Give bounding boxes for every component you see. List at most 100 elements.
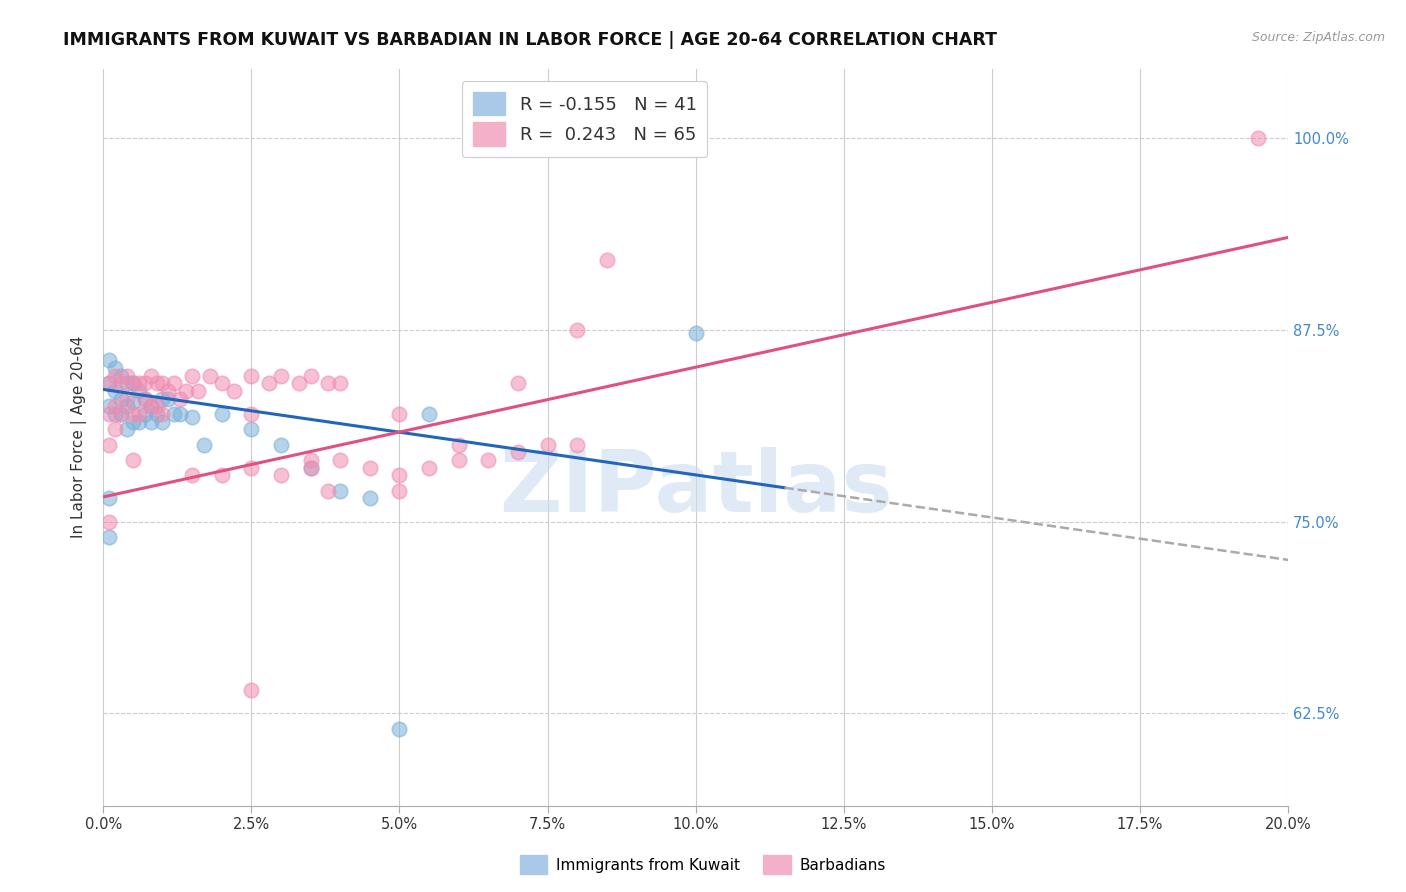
- Point: [211, 407, 233, 421]
- Point: [139, 415, 162, 429]
- Point: [115, 376, 138, 391]
- Legend: R = -0.155   N = 41, R =  0.243   N = 65: R = -0.155 N = 41, R = 0.243 N = 65: [461, 81, 707, 156]
- Point: [447, 438, 470, 452]
- Point: [447, 453, 470, 467]
- Point: [121, 453, 143, 467]
- Point: [685, 326, 707, 340]
- Point: [329, 453, 352, 467]
- Legend: Immigrants from Kuwait, Barbadians: Immigrants from Kuwait, Barbadians: [513, 849, 893, 880]
- Point: [270, 368, 292, 383]
- Point: [121, 376, 143, 391]
- Point: [187, 384, 209, 398]
- Point: [110, 407, 132, 421]
- Point: [169, 392, 191, 406]
- Point: [134, 392, 156, 406]
- Point: [388, 722, 411, 736]
- Point: [121, 394, 143, 409]
- Point: [287, 376, 309, 391]
- Point: [110, 368, 132, 383]
- Point: [121, 376, 143, 391]
- Point: [115, 400, 138, 414]
- Point: [211, 376, 233, 391]
- Point: [157, 392, 180, 406]
- Point: [110, 392, 132, 406]
- Point: [152, 376, 174, 391]
- Point: [98, 438, 121, 452]
- Point: [329, 376, 352, 391]
- Point: [565, 438, 588, 452]
- Point: [1247, 130, 1270, 145]
- Point: [299, 460, 322, 475]
- Point: [134, 392, 156, 406]
- Point: [240, 683, 263, 698]
- Point: [115, 422, 138, 436]
- Point: [98, 400, 121, 414]
- Point: [110, 376, 132, 391]
- Text: IMMIGRANTS FROM KUWAIT VS BARBADIAN IN LABOR FORCE | AGE 20-64 CORRELATION CHART: IMMIGRANTS FROM KUWAIT VS BARBADIAN IN L…: [63, 31, 997, 49]
- Point: [163, 376, 186, 391]
- Point: [318, 483, 340, 498]
- Point: [98, 376, 121, 391]
- Point: [145, 407, 167, 421]
- Point: [98, 491, 121, 506]
- Point: [388, 407, 411, 421]
- Point: [329, 483, 352, 498]
- Point: [418, 460, 440, 475]
- Point: [139, 400, 162, 414]
- Point: [152, 407, 174, 421]
- Point: [169, 407, 191, 421]
- Point: [104, 407, 127, 421]
- Point: [128, 407, 150, 421]
- Point: [506, 445, 529, 459]
- Point: [104, 422, 127, 436]
- Point: [145, 376, 167, 391]
- Point: [104, 400, 127, 414]
- Text: ZIPatlas: ZIPatlas: [499, 447, 893, 530]
- Point: [240, 407, 263, 421]
- Point: [299, 460, 322, 475]
- Point: [596, 253, 619, 268]
- Point: [152, 392, 174, 406]
- Point: [418, 407, 440, 421]
- Point: [139, 400, 162, 414]
- Point: [318, 376, 340, 391]
- Text: Source: ZipAtlas.com: Source: ZipAtlas.com: [1251, 31, 1385, 45]
- Point: [536, 438, 558, 452]
- Point: [128, 384, 150, 398]
- Point: [104, 368, 127, 383]
- Point: [128, 376, 150, 391]
- Point: [211, 468, 233, 483]
- Point: [139, 368, 162, 383]
- Point: [98, 376, 121, 391]
- Point: [270, 438, 292, 452]
- Point: [506, 376, 529, 391]
- Point: [359, 491, 381, 506]
- Point: [98, 515, 121, 529]
- Point: [477, 453, 499, 467]
- Point: [193, 438, 215, 452]
- Point: [181, 468, 204, 483]
- Point: [270, 468, 292, 483]
- Point: [115, 392, 138, 406]
- Point: [257, 376, 280, 391]
- Point: [98, 530, 121, 544]
- Point: [299, 453, 322, 467]
- Point: [198, 368, 221, 383]
- Point: [128, 415, 150, 429]
- Point: [240, 422, 263, 436]
- Point: [121, 407, 143, 421]
- Point: [388, 483, 411, 498]
- Point: [134, 407, 156, 421]
- Point: [104, 361, 127, 376]
- Point: [174, 384, 197, 398]
- Point: [299, 368, 322, 383]
- Point: [240, 460, 263, 475]
- Point: [163, 407, 186, 421]
- Point: [145, 400, 167, 414]
- Point: [134, 376, 156, 391]
- Point: [98, 353, 121, 368]
- Point: [115, 368, 138, 383]
- Point: [110, 407, 132, 421]
- Point: [359, 460, 381, 475]
- Point: [104, 384, 127, 398]
